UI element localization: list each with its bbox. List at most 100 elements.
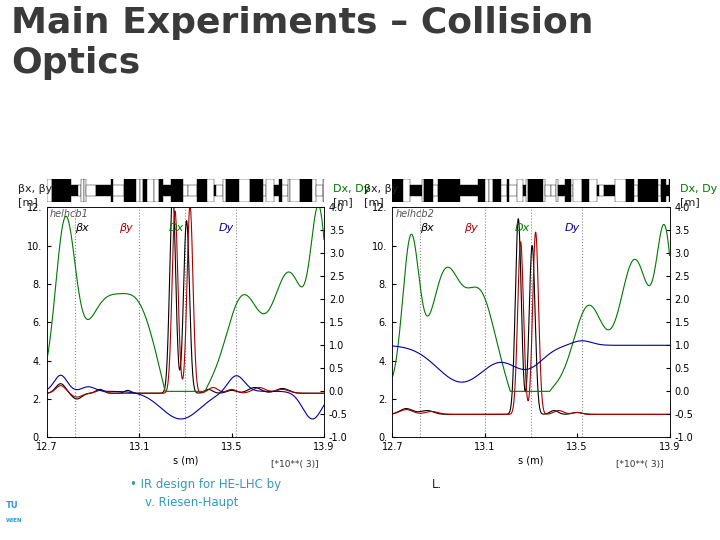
Bar <box>422 179 424 201</box>
Text: helhcb2: helhcb2 <box>395 210 434 219</box>
Bar <box>559 185 565 196</box>
Text: FCC WEEK 2019: FCC WEEK 2019 <box>54 504 134 513</box>
Bar <box>468 185 477 196</box>
Bar <box>86 185 96 196</box>
Bar <box>392 179 402 201</box>
Bar <box>507 179 509 201</box>
Text: [m]: [m] <box>18 197 37 207</box>
Bar <box>649 179 657 201</box>
Text: TU: TU <box>6 501 19 510</box>
Bar <box>63 179 71 201</box>
Bar <box>316 185 323 196</box>
Text: βx: βx <box>75 223 89 233</box>
Bar <box>140 179 143 201</box>
Bar <box>282 185 288 196</box>
Bar <box>84 179 86 201</box>
Bar <box>201 179 207 201</box>
Text: JACQUELINE KEINTZEL: JACQUELINE KEINTZEL <box>304 504 416 513</box>
Bar <box>586 179 589 201</box>
Text: Dx, Dy: Dx, Dy <box>680 184 718 194</box>
Bar <box>626 179 634 201</box>
Bar <box>312 179 316 201</box>
Bar <box>433 185 438 196</box>
Bar <box>493 179 501 201</box>
Bar <box>597 185 599 196</box>
Bar <box>226 179 228 201</box>
Bar <box>532 179 534 201</box>
Bar <box>171 179 174 201</box>
X-axis label: s (m): s (m) <box>518 455 544 465</box>
Bar <box>551 185 556 196</box>
Bar <box>419 185 422 196</box>
Bar <box>402 179 410 201</box>
Bar <box>609 185 615 196</box>
Bar <box>556 179 559 201</box>
Text: βx, βy: βx, βy <box>364 184 398 194</box>
Bar <box>448 179 454 201</box>
Bar <box>589 179 597 201</box>
Bar <box>323 179 324 201</box>
Bar <box>133 179 136 201</box>
Bar <box>52 179 63 201</box>
Bar <box>501 185 507 196</box>
Bar <box>136 179 140 201</box>
Bar <box>604 185 609 196</box>
Bar <box>662 179 666 201</box>
Text: Dx: Dx <box>168 223 184 233</box>
Text: WIEN: WIEN <box>6 518 22 523</box>
Bar <box>147 179 153 201</box>
Bar <box>81 179 84 201</box>
Bar <box>599 185 604 196</box>
Bar <box>228 179 239 201</box>
Bar <box>477 179 485 201</box>
Bar <box>634 185 639 196</box>
Bar <box>189 185 197 196</box>
Text: βy: βy <box>464 223 478 233</box>
Text: βx: βx <box>420 223 434 233</box>
Bar <box>668 179 670 201</box>
Bar <box>666 185 668 196</box>
Bar <box>571 185 572 196</box>
Bar <box>266 179 274 201</box>
Bar <box>528 179 532 201</box>
Bar <box>489 179 493 201</box>
Text: • IR design for HE-LHC by: • IR design for HE-LHC by <box>130 478 281 491</box>
Text: [m]: [m] <box>680 197 700 207</box>
Bar <box>215 185 216 196</box>
Bar <box>565 179 571 201</box>
Bar <box>572 179 582 201</box>
Bar <box>163 185 171 196</box>
Text: [*10**( 3)]: [*10**( 3)] <box>271 461 318 469</box>
Text: 26: 26 <box>683 510 702 524</box>
Text: Dx: Dx <box>514 223 530 233</box>
Bar <box>264 185 266 196</box>
Bar <box>543 179 545 201</box>
Text: βx, βy: βx, βy <box>18 184 53 194</box>
Text: Dy: Dy <box>219 223 234 233</box>
Bar <box>124 179 133 201</box>
Bar <box>410 185 419 196</box>
Bar <box>509 185 518 196</box>
Bar <box>143 179 147 201</box>
Bar <box>47 179 52 201</box>
Bar <box>454 179 460 201</box>
Text: Main Experiments – Collision
Optics: Main Experiments – Collision Optics <box>11 6 593 80</box>
Text: [m]: [m] <box>333 197 352 207</box>
Bar <box>178 179 183 201</box>
Bar <box>438 179 444 201</box>
Bar <box>657 185 662 196</box>
Bar <box>78 185 81 196</box>
Bar <box>518 179 523 201</box>
Text: [m]: [m] <box>364 197 383 207</box>
Bar <box>288 179 289 201</box>
Bar <box>113 185 124 196</box>
Bar <box>153 179 159 201</box>
Bar <box>460 185 468 196</box>
Bar <box>207 179 215 201</box>
Bar <box>274 185 279 196</box>
Bar <box>526 179 528 201</box>
Text: [*10**( 3)]: [*10**( 3)] <box>616 461 664 469</box>
Bar <box>216 185 223 196</box>
Bar <box>615 179 626 201</box>
Text: 27. JUN 2019: 27. JUN 2019 <box>54 523 120 531</box>
